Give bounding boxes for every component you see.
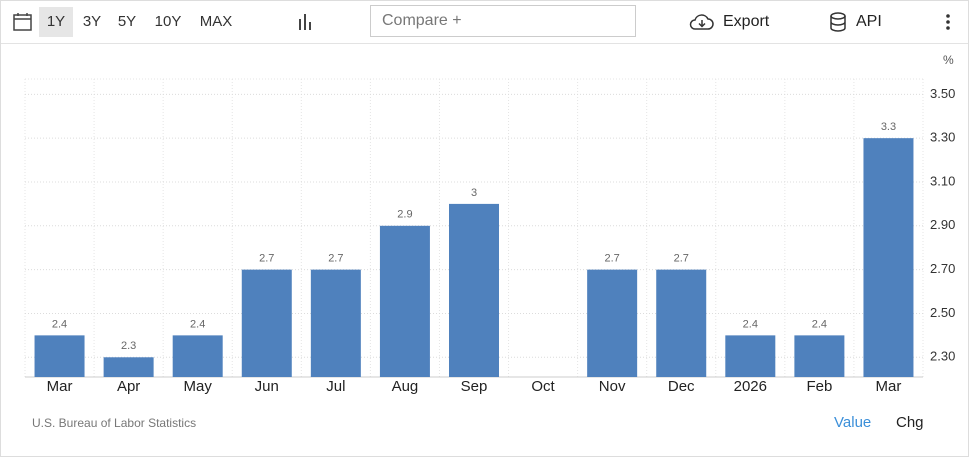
x-tick-label: Mar [876,378,902,395]
x-tick-label: Feb [806,378,832,395]
x-tick-label: Oct [531,378,555,395]
value-label: 2.4 [52,318,67,330]
y-tick-label: 3.50 [930,86,955,101]
bar [725,335,776,377]
bar [656,269,707,377]
value-toggle[interactable]: Value [834,414,871,431]
value-label: 2.3 [121,340,136,352]
x-tick-label: Aug [392,378,419,395]
bar [34,335,85,377]
menu-icon[interactable] [945,13,951,31]
x-tick-label: Dec [668,378,695,395]
bar [241,269,292,377]
y-unit: % [943,53,954,67]
chg-toggle[interactable]: Chg [896,414,924,431]
bar [794,335,845,377]
value-label: 2.4 [190,318,205,330]
bar [103,357,154,377]
x-tick-label: Nov [599,378,626,395]
value-label: 2.9 [397,209,412,221]
y-tick-label: 2.50 [930,305,955,320]
value-label: 2.7 [674,253,689,265]
value-label: 2.7 [259,253,274,265]
x-tick-label: May [184,378,213,395]
bar [172,335,223,377]
value-label: 3.3 [881,121,896,133]
range-button[interactable]: 10Y [154,13,182,30]
export-icon[interactable] [689,12,715,32]
y-tick-label: 3.30 [930,130,955,145]
range-button[interactable]: 3Y [82,13,102,30]
value-label: 2.7 [605,253,620,265]
x-tick-label: Mar [47,378,73,395]
x-tick-label: 2026 [734,378,767,395]
api-icon[interactable] [829,12,847,32]
bar [310,269,361,377]
chart-type-icon[interactable] [298,13,314,31]
api-button[interactable]: API [856,13,882,30]
x-tick-label: Jun [255,378,279,395]
range-button[interactable]: MAX [199,13,233,30]
calendar-icon[interactable] [13,12,33,32]
range-button[interactable]: 5Y [117,13,137,30]
range-button[interactable]: 1Y [39,7,73,37]
y-tick-label: 2.70 [930,261,955,276]
y-tick-label: 2.90 [930,217,955,232]
compare-input[interactable]: Compare + [370,5,636,37]
value-label: 2.4 [812,318,827,330]
toolbar: 1Y 3Y 5Y 10Y MAX Compare + Export API [1,1,968,44]
source: U.S. Bureau of Labor Statistics [32,416,196,430]
bar [863,138,914,377]
value-label: 3 [471,187,477,199]
export-button[interactable]: Export [723,13,770,30]
bar [379,225,430,377]
x-tick-label: Sep [461,378,488,395]
value-label: 2.7 [328,253,343,265]
bar [587,269,638,377]
y-tick-label: 2.30 [930,349,955,364]
y-tick-label: 3.10 [930,173,955,188]
x-tick-label: Jul [326,378,345,395]
bar [449,203,499,377]
x-tick-label: Apr [117,378,140,395]
value-label: 2.4 [743,318,758,330]
